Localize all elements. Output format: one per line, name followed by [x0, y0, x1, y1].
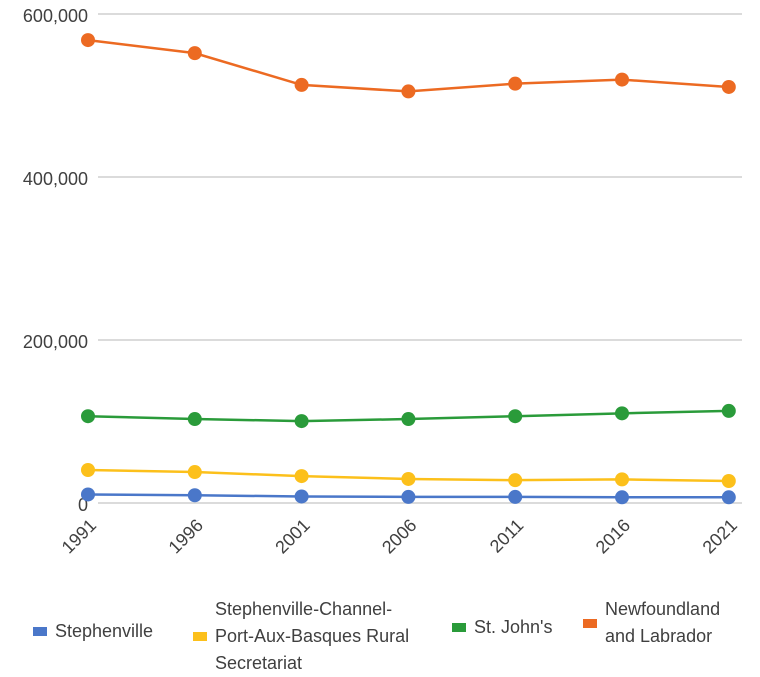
y-tick-label: 200,000 [23, 332, 88, 352]
x-tick-label: 1991 [58, 515, 100, 557]
legend-item: St. John's [452, 614, 552, 641]
data-point [508, 489, 523, 504]
series [81, 33, 736, 99]
data-point [81, 462, 95, 477]
y-tick-label: 400,000 [23, 169, 88, 189]
series [81, 487, 736, 505]
x-tick-label: 2006 [378, 515, 420, 557]
data-point [721, 79, 736, 94]
data-point [294, 489, 309, 504]
y-tick-label: 0 [78, 495, 88, 515]
legend-swatch [33, 627, 47, 636]
legend-label: St. John's [474, 617, 553, 637]
y-tick-label: 600,000 [23, 6, 88, 26]
data-point [187, 412, 202, 427]
data-point [615, 490, 629, 505]
legend-label: Newfoundland and Labrador [605, 599, 721, 646]
data-point [187, 465, 202, 480]
legend-swatch [583, 618, 597, 628]
data-point [508, 76, 523, 91]
legend-item: Newfoundland and Labrador [583, 596, 755, 650]
x-tick-label: 2016 [592, 515, 634, 557]
x-tick-label: 1996 [165, 515, 207, 557]
data-point [721, 490, 736, 505]
legend-label: Stephenville-Channel-Port-Aux-Basques Ru… [215, 599, 410, 673]
legend-item: Stephenville [33, 618, 153, 645]
legend-label: Stephenville [55, 621, 154, 641]
data-point [508, 473, 523, 488]
data-point [187, 488, 202, 503]
data-point [508, 409, 523, 424]
series-line [87, 38, 729, 93]
data-point [294, 469, 309, 484]
data-point [81, 409, 95, 424]
data-point [81, 487, 95, 502]
x-tick-label: 2011 [486, 515, 528, 557]
legend-swatch [452, 623, 466, 632]
data-point [615, 72, 629, 87]
legend-item: Stephenville-Channel-Port-Aux-Basques Ru… [193, 596, 430, 677]
series [81, 462, 736, 488]
data-point [81, 33, 95, 48]
data-point [401, 412, 416, 427]
data-point [615, 472, 629, 487]
legend-swatch [193, 632, 207, 641]
legend: Stephenville Stephenville-Channel-Port-Au… [0, 596, 760, 676]
chart: 0 200,000 400,000 600,000 1991 1996 2001 2006 20… [23, 6, 742, 558]
data-point [401, 489, 416, 504]
data-point [294, 414, 309, 429]
data-point [721, 473, 736, 488]
data-point [187, 46, 202, 61]
data-point [721, 403, 736, 418]
data-point [401, 84, 416, 99]
series [81, 403, 736, 429]
x-tick-label: 2021 [699, 515, 741, 557]
data-point [294, 77, 309, 92]
data-point [401, 471, 416, 486]
x-tick-label: 2001 [271, 515, 313, 557]
data-point [615, 406, 629, 421]
